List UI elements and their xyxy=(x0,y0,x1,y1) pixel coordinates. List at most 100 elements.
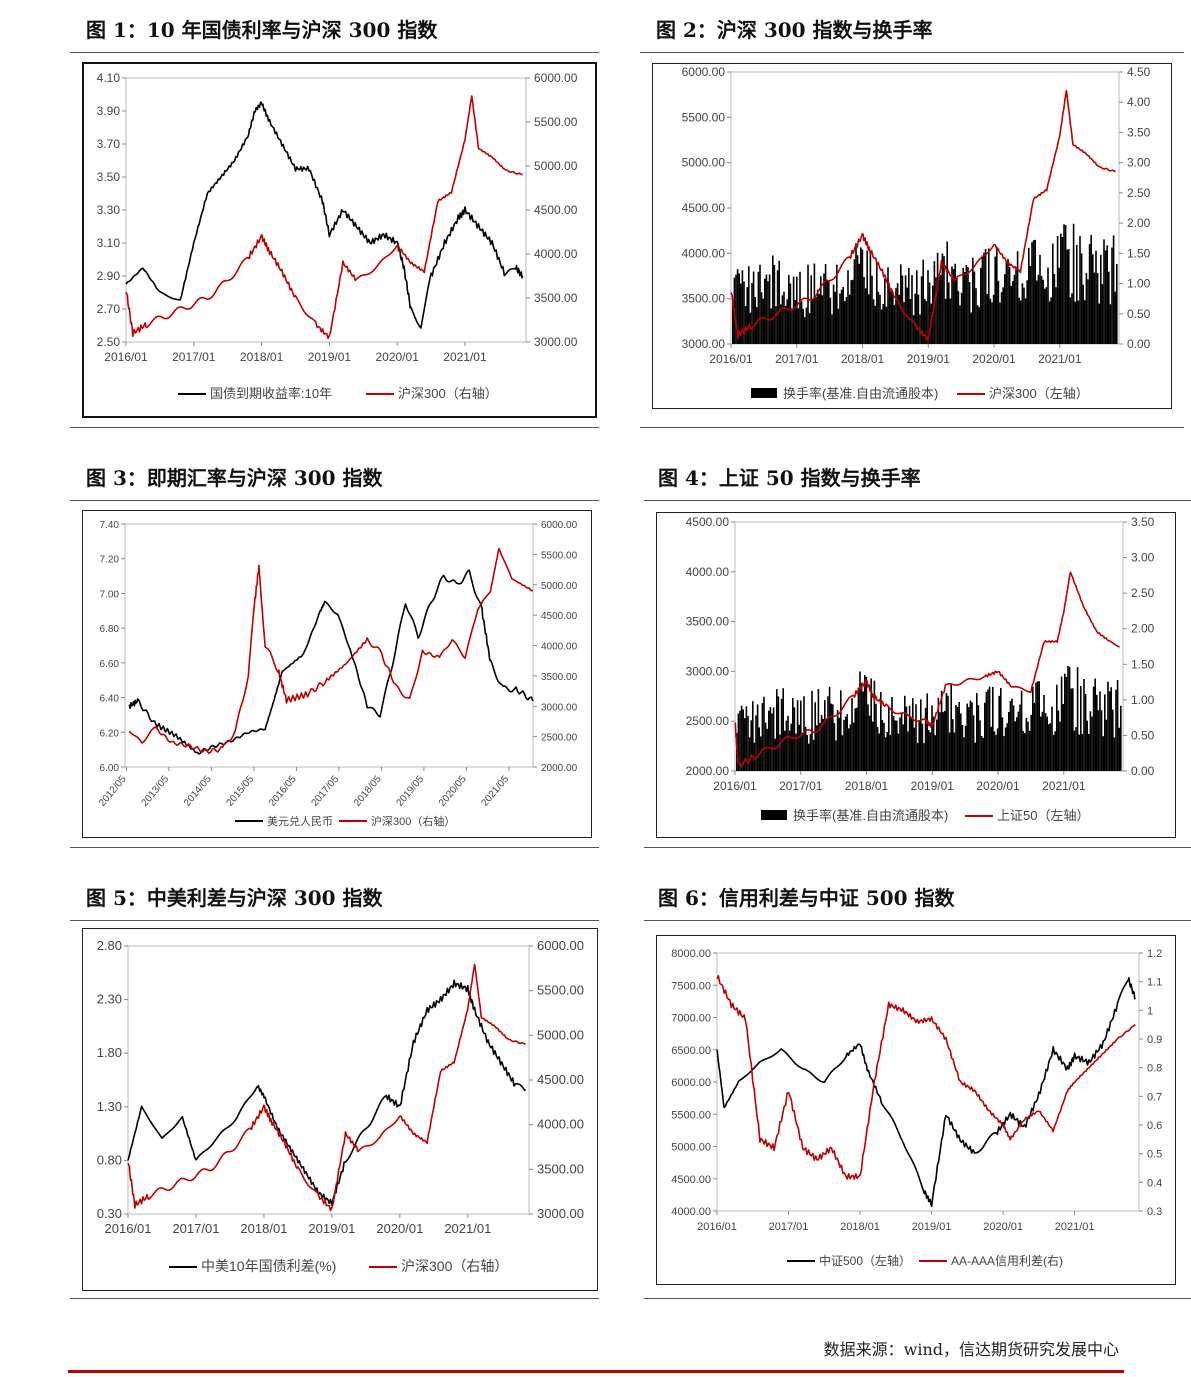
turnover-bar xyxy=(852,722,855,771)
turnover-bar xyxy=(869,252,872,344)
turnover-bar xyxy=(1084,300,1086,344)
turnover-bar xyxy=(807,264,809,344)
rule xyxy=(70,52,599,53)
turnover-bar xyxy=(889,734,892,771)
turnover-bar xyxy=(1081,733,1084,771)
turnover-bar xyxy=(845,297,848,344)
turnover-bar xyxy=(1018,297,1020,344)
series-1-bars xyxy=(732,223,1118,344)
x-tick-label: 2015/05 xyxy=(225,774,257,809)
turnover-bar xyxy=(980,735,983,771)
y-left-tick-label: 4500.00 xyxy=(671,1174,711,1186)
y-right-tick-label: 1.00 xyxy=(1131,693,1155,707)
x-tick-label: 2019/01 xyxy=(308,1221,355,1236)
turnover-bar xyxy=(902,724,904,771)
chart-1-svg: 4.10 3.90 3.70 3.50 3.30 3.10 2.90 2.70 2.50 6000… xyxy=(97,71,578,401)
y-left-tick-label: 2000.00 xyxy=(686,764,730,778)
turnover-bar xyxy=(936,719,938,771)
turnover-bar xyxy=(962,267,964,344)
turnover-bar xyxy=(768,274,771,344)
turnover-bar xyxy=(810,275,812,344)
y-right-tick-label: 2.00 xyxy=(1127,216,1151,230)
turnover-bar xyxy=(1066,249,1068,344)
y-right-tick-label: 1.50 xyxy=(1131,657,1155,671)
x-tick-label: 2016/01 xyxy=(104,350,148,364)
turnover-bar xyxy=(815,296,817,344)
x-tick-label: 2020/05 xyxy=(437,774,469,809)
legend-label-1: 国债到期收益率:10年 xyxy=(210,386,332,401)
y-left-tick-label: 4000.00 xyxy=(671,1206,711,1218)
y-left-tick-label: 4500.00 xyxy=(682,201,726,215)
x-tick-label: 2021/01 xyxy=(443,350,487,364)
turnover-bar xyxy=(1088,734,1090,771)
turnover-bar xyxy=(825,719,828,771)
y-left-tick-label: 7.20 xyxy=(100,555,120,566)
y-right-tick-label: 4000.00 xyxy=(541,642,578,653)
rule xyxy=(70,920,599,921)
turnover-bar xyxy=(910,717,912,771)
turnover-bar xyxy=(1116,679,1119,771)
turnover-bar xyxy=(932,716,935,771)
turnover-bar xyxy=(973,271,976,344)
turnover-bar xyxy=(776,689,778,771)
turnover-bar xyxy=(1076,244,1078,344)
turnover-bar xyxy=(1053,274,1056,344)
turnover-bar xyxy=(1060,676,1063,771)
x-tick-label: 2018/01 xyxy=(840,1221,880,1233)
turnover-bar xyxy=(840,289,843,344)
turnover-bar xyxy=(978,307,980,344)
y-right-tick-label: 0.50 xyxy=(1131,728,1155,742)
turnover-bar xyxy=(836,264,838,344)
turnover-bar xyxy=(840,690,842,771)
turnover-bar xyxy=(911,275,913,344)
turnover-bar xyxy=(972,257,974,344)
turnover-bar xyxy=(753,742,756,771)
turnover-bar xyxy=(888,286,891,344)
turnover-bar xyxy=(754,296,756,344)
turnover-bar xyxy=(880,309,883,344)
turnover-bar xyxy=(988,248,990,344)
turnover-bar xyxy=(943,256,945,344)
turnover-bar xyxy=(785,720,788,771)
x-tick-label: 2020/01 xyxy=(972,352,1016,366)
turnover-bar xyxy=(777,696,780,771)
turnover-bar xyxy=(1016,251,1019,344)
turnover-bar xyxy=(916,270,918,344)
turnover-bar xyxy=(994,256,996,344)
legend-label-2: 沪深300（左轴） xyxy=(989,386,1089,401)
turnover-bar xyxy=(923,743,925,771)
turnover-bar xyxy=(750,720,752,771)
turnover-bar xyxy=(884,278,886,344)
turnover-bar xyxy=(1108,271,1110,344)
turnover-bar xyxy=(1080,685,1082,771)
turnover-bar xyxy=(812,739,815,771)
turnover-bar xyxy=(864,675,866,771)
turnover-bar xyxy=(1064,225,1067,344)
y-right-tick-label: 0.5 xyxy=(1147,1149,1162,1161)
turnover-bar xyxy=(1113,737,1116,771)
y-left-tick-label: 0.80 xyxy=(97,1152,122,1167)
turnover-bar xyxy=(792,276,795,344)
turnover-bar xyxy=(875,703,877,771)
turnover-bar xyxy=(986,294,988,344)
x-tick-label: 2019/01 xyxy=(912,1221,952,1233)
rule xyxy=(70,427,599,428)
turnover-bar xyxy=(834,291,836,344)
turnover-bar xyxy=(872,721,874,771)
turnover-bar xyxy=(747,715,749,771)
turnover-bar xyxy=(921,723,924,771)
turnover-bar xyxy=(854,708,856,771)
turnover-bar xyxy=(948,282,950,344)
y-left-tick-label: 6.20 xyxy=(100,728,120,739)
turnover-bar xyxy=(1104,250,1107,344)
turnover-bar xyxy=(980,267,982,344)
chart-1-title: 图 1：10 年国债利率与沪深 300 指数 xyxy=(86,18,438,42)
turnover-bar xyxy=(824,264,827,344)
turnover-bar xyxy=(761,703,764,771)
turnover-bar xyxy=(956,706,959,771)
turnover-bar xyxy=(1005,261,1008,344)
turnover-bar xyxy=(968,282,971,344)
turnover-bar xyxy=(1086,720,1088,771)
turnover-bar xyxy=(952,269,955,344)
y-right-tick-label: 2000.00 xyxy=(541,763,578,774)
